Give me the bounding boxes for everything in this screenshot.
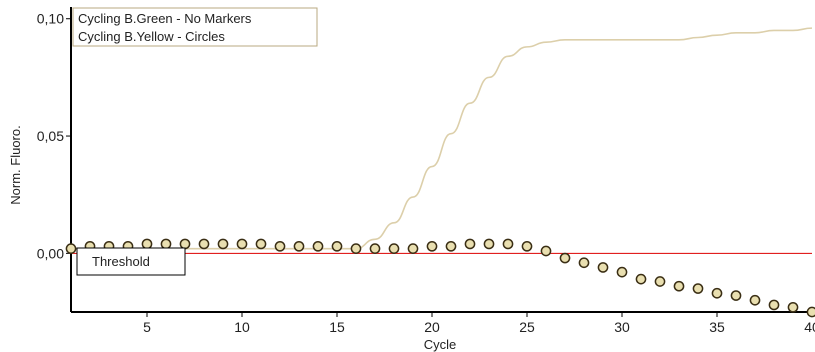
series-yellow-point-11 (255, 238, 267, 250)
series-yellow-point-37 (749, 294, 761, 306)
series-yellow-point-40 (806, 306, 815, 318)
series-yellow-point-29 (597, 262, 609, 273)
plot-area: 5 10 15 20 25 30 35 40 0,00 0,05 0,10 (37, 7, 815, 335)
series-yellow-point-8 (198, 238, 210, 250)
threshold-box (76, 247, 186, 276)
series-yellow-point-19 (407, 243, 419, 255)
series-yellow-point-17 (369, 243, 381, 255)
series-yellow-point-7 (179, 238, 191, 250)
y-axis-title: Norm. Fluoro. (8, 125, 23, 204)
series-yellow-point-12 (274, 240, 286, 252)
series-yellow-point-36 (730, 290, 742, 301)
series-yellow-point-9 (217, 238, 229, 250)
series-yellow-point-18 (388, 243, 400, 255)
series-yellow-point-26 (540, 245, 552, 257)
series-yellow-point-33 (673, 280, 685, 292)
x-tick-label-20: 20 (424, 319, 440, 335)
x-tick-label-10: 10 (234, 319, 250, 335)
y-tick-label-1: 0,05 (37, 128, 64, 144)
series-yellow-point-1 (65, 243, 77, 255)
y-tick-label-0: 0,00 (37, 245, 64, 261)
series-yellow-point-38 (768, 299, 780, 311)
series-yellow-point-15 (331, 240, 343, 252)
x-tick-label-40: 40 (804, 319, 815, 335)
x-tick-label-15: 15 (329, 319, 345, 335)
series-yellow-point-10 (236, 238, 248, 250)
threshold-label: Threshold (92, 254, 150, 269)
x-tick-label-5: 5 (143, 319, 151, 335)
series-yellow-point-6 (160, 238, 172, 250)
series-yellow-point-34 (692, 283, 704, 294)
series-yellow-point-13 (293, 240, 305, 252)
series-yellow-point-27 (559, 252, 571, 264)
series-yellow-point-39 (787, 301, 799, 313)
series-yellow-point-25 (521, 240, 533, 252)
y-tick-label-2: 0,10 (37, 11, 64, 27)
series-line-green (70, 27, 813, 250)
series-yellow-point-28 (578, 257, 590, 269)
x-tick-label-25: 25 (519, 319, 535, 335)
x-tick-label-30: 30 (614, 319, 630, 335)
series-yellow-point-30 (616, 266, 628, 278)
series-yellow-point-32 (654, 276, 666, 287)
series-yellow-point-5 (141, 238, 153, 250)
x-tick-label-35: 35 (709, 319, 725, 335)
series-yellow-point-35 (711, 287, 723, 299)
legend: Cycling B.Green - No Markers Cycling B.Y… (72, 7, 318, 47)
series-yellow-point-23 (483, 238, 495, 250)
series-yellow-point-14 (312, 240, 324, 252)
legend-box (72, 7, 318, 47)
legend-entry-green: Cycling B.Green - No Markers (78, 11, 252, 26)
series-yellow-point-24 (502, 238, 514, 250)
threshold-label-box: Threshold (76, 247, 186, 276)
series-yellow-point-16 (350, 243, 362, 255)
series-yellow-point-20 (426, 240, 438, 252)
x-axis-title: Cycle (424, 337, 457, 352)
series-yellow-point-31 (635, 273, 647, 285)
series-yellow-point-21 (445, 240, 457, 252)
legend-entry-yellow: Cycling B.Yellow - Circles (78, 29, 225, 44)
series-yellow-point-22 (464, 238, 476, 250)
